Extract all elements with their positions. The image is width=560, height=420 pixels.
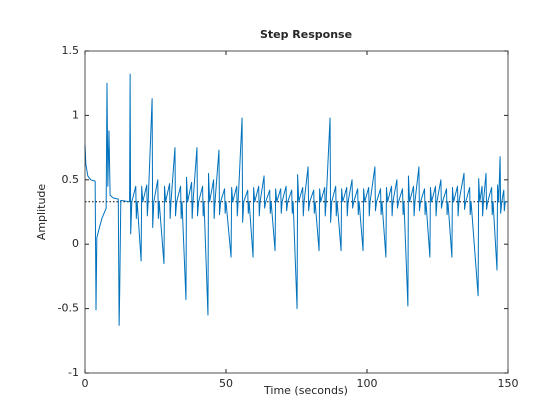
y-axis-label: Amplitude xyxy=(35,184,48,241)
y-tick-label: 0 xyxy=(72,237,79,250)
x-tick-label: 150 xyxy=(498,377,519,390)
axes-box xyxy=(84,50,509,374)
x-axis-label: Time (seconds) xyxy=(263,384,348,397)
y-tick-label: 0.5 xyxy=(62,173,80,186)
x-tick-label: 100 xyxy=(357,377,378,390)
y-tick-label: 1.5 xyxy=(62,44,80,57)
y-tick-label: -1 xyxy=(68,366,79,379)
x-tick-label: 0 xyxy=(82,377,89,390)
y-tick-label: -0.5 xyxy=(58,302,79,315)
y-tick-label: 1 xyxy=(72,108,79,121)
chart-title: Step Response xyxy=(260,28,352,41)
response-line xyxy=(84,73,508,326)
x-tick-label: 50 xyxy=(219,377,233,390)
